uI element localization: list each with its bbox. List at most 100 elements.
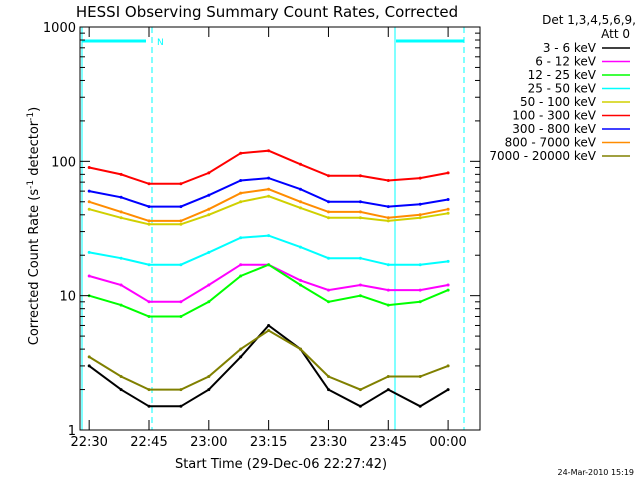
chart-title: HESSI Observing Summary Count Rates, Cor… <box>76 3 458 21</box>
legend-label-2: 12 - 25 keV <box>528 68 597 82</box>
series-2-point-10 <box>386 303 390 307</box>
series-6-point-11 <box>418 202 422 206</box>
series-0-point-0 <box>87 364 91 368</box>
legend-header-line-2: Att 0 <box>601 27 630 41</box>
series-1-point-8 <box>327 288 330 292</box>
legend-label-1: 6 - 12 keV <box>535 55 597 69</box>
series-8-point-10 <box>386 375 390 378</box>
series-line-4 <box>88 195 449 226</box>
series-6-point-7 <box>299 187 302 191</box>
series-2-point-6 <box>267 263 271 267</box>
series-5-point-12 <box>446 171 450 175</box>
series-0-point-11 <box>418 404 422 408</box>
series-4-point-9 <box>358 216 362 220</box>
series-3-point-12 <box>446 259 450 263</box>
series-4-point-5 <box>239 200 243 204</box>
series-4-point-6 <box>267 194 271 198</box>
series-3-point-1 <box>119 256 123 260</box>
footer-date: 24-Mar-2010 15:19 <box>558 468 635 477</box>
series-4-point-2 <box>147 222 151 226</box>
overlay-flag-label: N <box>157 38 164 48</box>
series-0-point-9 <box>358 404 362 408</box>
series-6-point-2 <box>147 205 151 209</box>
plot-axes <box>79 26 481 431</box>
series-2-point-1 <box>119 303 123 307</box>
series-8-point-7 <box>299 347 302 351</box>
series-4-point-1 <box>119 216 123 220</box>
series-5-point-0 <box>87 166 91 169</box>
series-lines <box>87 149 450 408</box>
series-7-point-7 <box>299 200 302 204</box>
legend-label-8: 7000 - 20000 keV <box>489 149 596 163</box>
series-4-point-12 <box>446 211 450 215</box>
series-4-point-10 <box>386 219 390 223</box>
x-tick-label: 22:30 <box>70 435 107 450</box>
series-1-point-10 <box>386 288 390 292</box>
series-5-point-6 <box>267 149 271 153</box>
plot-frame <box>79 26 481 431</box>
series-2-point-5 <box>239 274 243 278</box>
series-6-point-0 <box>87 189 91 193</box>
series-8-point-12 <box>446 364 450 368</box>
series-8-point-3 <box>179 388 183 392</box>
series-4-point-3 <box>179 222 183 226</box>
y-axis-label: Corrected Count Rate (s-1 detector-1) <box>26 107 42 345</box>
series-line-8 <box>88 329 449 391</box>
series-0-point-3 <box>179 404 183 408</box>
series-3-point-5 <box>239 236 243 240</box>
series-7-point-2 <box>147 219 151 223</box>
series-1-point-7 <box>299 278 302 282</box>
series-1-point-2 <box>147 300 151 304</box>
series-7-point-4 <box>207 207 211 211</box>
series-6-point-9 <box>358 200 362 204</box>
series-1-point-5 <box>239 263 243 267</box>
series-5-point-5 <box>239 151 243 155</box>
series-2-point-11 <box>418 300 422 304</box>
x-tick-label: 23:00 <box>190 435 227 450</box>
x-axis-label: Start Time (29-Dec-06 22:27:42) <box>175 457 387 472</box>
series-5-point-4 <box>207 171 211 175</box>
y-tick-label: 100 <box>51 155 76 170</box>
series-5-point-1 <box>119 172 123 176</box>
series-8-point-5 <box>239 347 243 351</box>
series-2-point-7 <box>299 283 302 287</box>
series-7-point-1 <box>119 210 123 214</box>
series-7-point-9 <box>358 210 362 214</box>
series-1-point-11 <box>418 288 422 292</box>
series-6-point-1 <box>119 195 123 199</box>
series-6-point-8 <box>327 200 330 204</box>
series-8-point-6 <box>267 329 271 332</box>
series-1-point-1 <box>119 283 123 287</box>
series-0-point-5 <box>239 355 243 359</box>
series-0-point-8 <box>327 388 330 392</box>
series-2-point-9 <box>358 294 362 298</box>
series-8-point-0 <box>87 355 91 359</box>
series-1-point-4 <box>207 283 211 287</box>
overlay-lines: N <box>81 27 465 430</box>
series-0-point-10 <box>386 388 390 392</box>
series-4-point-4 <box>207 213 211 217</box>
series-7-point-12 <box>446 207 450 211</box>
series-0-point-1 <box>119 388 123 392</box>
series-5-point-3 <box>179 182 183 186</box>
series-line-3 <box>89 234 449 266</box>
series-8-point-11 <box>418 375 422 378</box>
series-0-point-2 <box>147 404 151 408</box>
series-4-point-8 <box>327 216 330 220</box>
tick-labels: 1 10 100 1000 22:30 22:45 23:00 23:15 23:30 23:45… <box>43 21 467 450</box>
series-6-point-6 <box>267 176 271 180</box>
series-8-point-2 <box>147 388 151 392</box>
series-3-point-2 <box>147 263 151 267</box>
series-5-point-2 <box>147 182 151 186</box>
series-line-0 <box>88 324 449 408</box>
series-5-point-7 <box>299 162 302 166</box>
series-6-point-10 <box>386 205 390 209</box>
legend-label-6: 300 - 800 keV <box>512 122 596 136</box>
series-3-point-7 <box>299 245 302 249</box>
y-tick-label: 10 <box>59 290 76 305</box>
legend-header-line-1: Det 1,3,4,5,6,9, <box>542 13 636 27</box>
series-3-point-6 <box>267 234 271 238</box>
series-2-point-3 <box>179 315 183 318</box>
